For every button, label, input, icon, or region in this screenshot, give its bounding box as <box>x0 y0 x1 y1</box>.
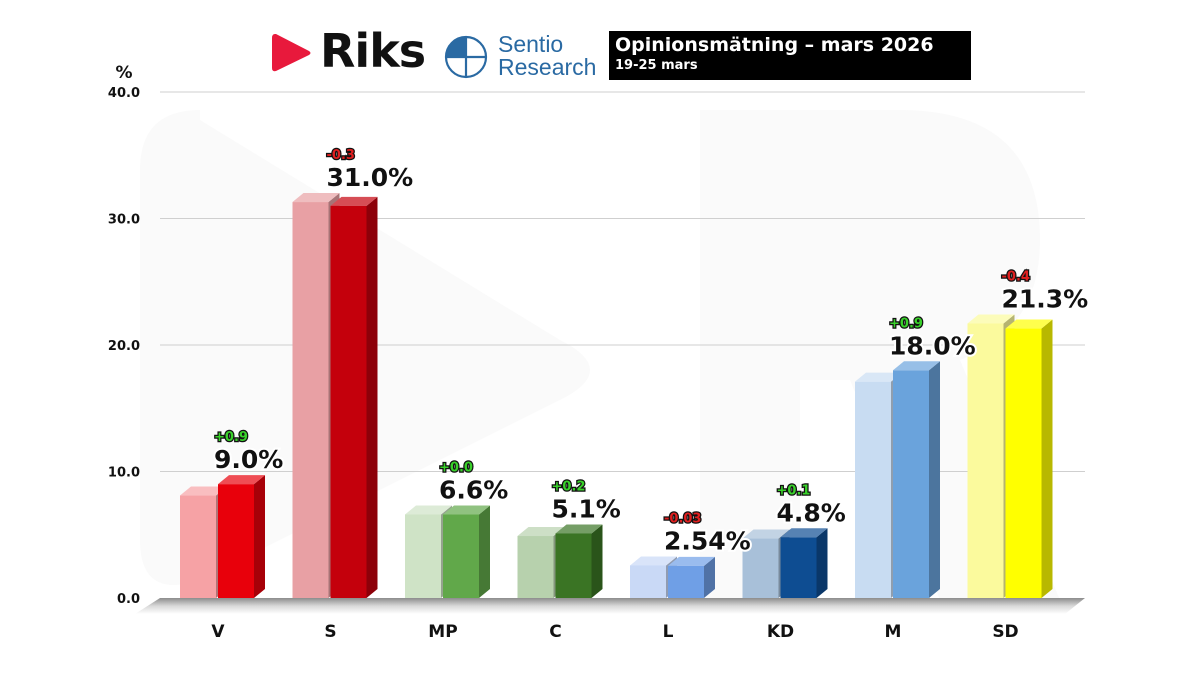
bar-current-mp-front <box>443 514 479 598</box>
y-tick-label: 40.0 <box>108 86 140 101</box>
play-icon <box>272 34 311 72</box>
bar-current-l-front <box>668 565 704 598</box>
bar-previous-kd-front <box>742 538 779 598</box>
bar-current-v-front <box>218 484 254 598</box>
bar-current-sd <box>1005 319 1053 598</box>
change-label: +0.9 <box>889 316 923 331</box>
chart-title: Opinionsmätning – mars 2026 <box>615 34 934 56</box>
bar-previous-c-front <box>517 536 554 598</box>
y-tick-label: 10.0 <box>108 466 140 481</box>
bar-current-m-side <box>929 361 940 598</box>
chart-subtitle: 19-25 mars <box>615 58 698 73</box>
bar-previous-s-top <box>292 193 340 203</box>
bar-previous-sd-front <box>967 323 1004 598</box>
bar-previous-v-front <box>180 495 216 598</box>
x-tick-label: SD <box>992 622 1018 642</box>
bar-current-sd-top <box>1005 319 1053 329</box>
header: Riks Sentio Research Opinionsmätning – m… <box>0 0 1200 90</box>
chart-floor <box>135 598 1085 614</box>
bar-current-m-top <box>893 361 940 371</box>
value-label: 5.1% <box>552 494 621 523</box>
bar-current-m-front <box>893 370 929 598</box>
x-tick-label: V <box>211 622 225 642</box>
sentio-circle-icon <box>444 35 488 79</box>
bar-previous-v-top <box>180 486 227 496</box>
y-tick-label: 20.0 <box>108 339 140 354</box>
x-tick-label: S <box>324 622 336 642</box>
bar-current-kd-top <box>780 528 828 538</box>
bar-current-mp <box>443 505 490 598</box>
x-tick-label: KD <box>767 622 794 642</box>
bar-current-l-top <box>668 556 715 566</box>
change-label: +0.0 <box>439 461 473 476</box>
bar-current-c-side <box>591 524 603 598</box>
bar-current-kd-front <box>780 537 817 598</box>
bar-current-s-side <box>366 196 378 598</box>
bar-current-s-top <box>330 196 378 206</box>
bar-current-s <box>330 196 378 598</box>
bar-previous-mp-top <box>405 505 452 515</box>
bar-previous-m-front <box>855 381 891 598</box>
bar-previous-mp-front <box>405 514 441 598</box>
bar-previous-c-top <box>517 527 565 537</box>
partner-name: Sentio Research <box>498 33 596 79</box>
data-labels: 9.0%+0.931.0%-0.36.6%+0.05.1%+0.22.54%-0… <box>212 147 1090 558</box>
change-label: -0.3 <box>327 148 355 163</box>
change-label: +0.9 <box>214 430 248 445</box>
bar-current-mp-top <box>443 505 490 515</box>
bar-current-v-top <box>218 475 265 485</box>
value-label: 31.0% <box>327 163 414 192</box>
change-label: +0.2 <box>552 479 586 494</box>
value-label: 6.6% <box>439 476 508 505</box>
x-tick-label: MP <box>428 622 457 642</box>
bar-current-c-front <box>555 533 592 598</box>
y-axis: 0.0 10.0 20.0 30.0 40.0% <box>108 63 140 607</box>
bars <box>180 193 1053 598</box>
bar-current-sd-front <box>1005 328 1042 598</box>
change-label: +0.1 <box>777 483 811 498</box>
change-label: -0.03 <box>664 511 701 526</box>
y-tick-label: 30.0 <box>108 213 140 228</box>
bar-current-m <box>893 361 940 598</box>
bar-current-sd-side <box>1041 319 1053 598</box>
partner-line2: Research <box>498 54 597 80</box>
bar-current-s-front <box>330 205 367 598</box>
bar-current-v-side <box>254 475 265 598</box>
value-label: 18.0% <box>889 331 976 360</box>
x-tick-label: C <box>549 622 561 642</box>
value-label: 2.54% <box>664 526 751 555</box>
bar-previous-m-top <box>855 372 902 382</box>
x-tick-label: L <box>663 622 674 642</box>
y-tick-label: 0.0 <box>117 592 140 607</box>
bar-current-c-top <box>555 524 603 534</box>
bar-current-c <box>555 524 603 598</box>
value-label: 21.3% <box>1002 284 1089 313</box>
bar-previous-kd-top <box>742 529 790 539</box>
bar-previous-sd-top <box>967 314 1015 324</box>
bar-current-v <box>218 475 265 598</box>
bar-previous-s-front <box>292 202 329 598</box>
bar-current-mp-side <box>479 505 490 598</box>
title-box: Opinionsmätning – mars 2026 19-25 mars <box>609 31 971 80</box>
bar-previous-l-front <box>630 565 666 598</box>
floor-plane <box>135 598 1085 614</box>
brand-name: Riks <box>320 24 426 78</box>
bar-current-kd-side <box>816 528 828 598</box>
change-label: -0.4 <box>1002 269 1030 284</box>
value-label: 4.8% <box>777 498 846 527</box>
y-axis-unit: % <box>115 63 132 83</box>
partner-line1: Sentio <box>498 31 564 57</box>
bar-previous-l-top <box>630 556 677 566</box>
x-axis: V S MP C L KD M SD <box>211 622 1018 642</box>
bar-current-l-side <box>704 556 715 598</box>
x-tick-label: M <box>885 622 902 642</box>
bar-current-l <box>668 556 715 598</box>
bar-current-kd <box>780 528 828 598</box>
value-label: 9.0% <box>214 445 283 474</box>
